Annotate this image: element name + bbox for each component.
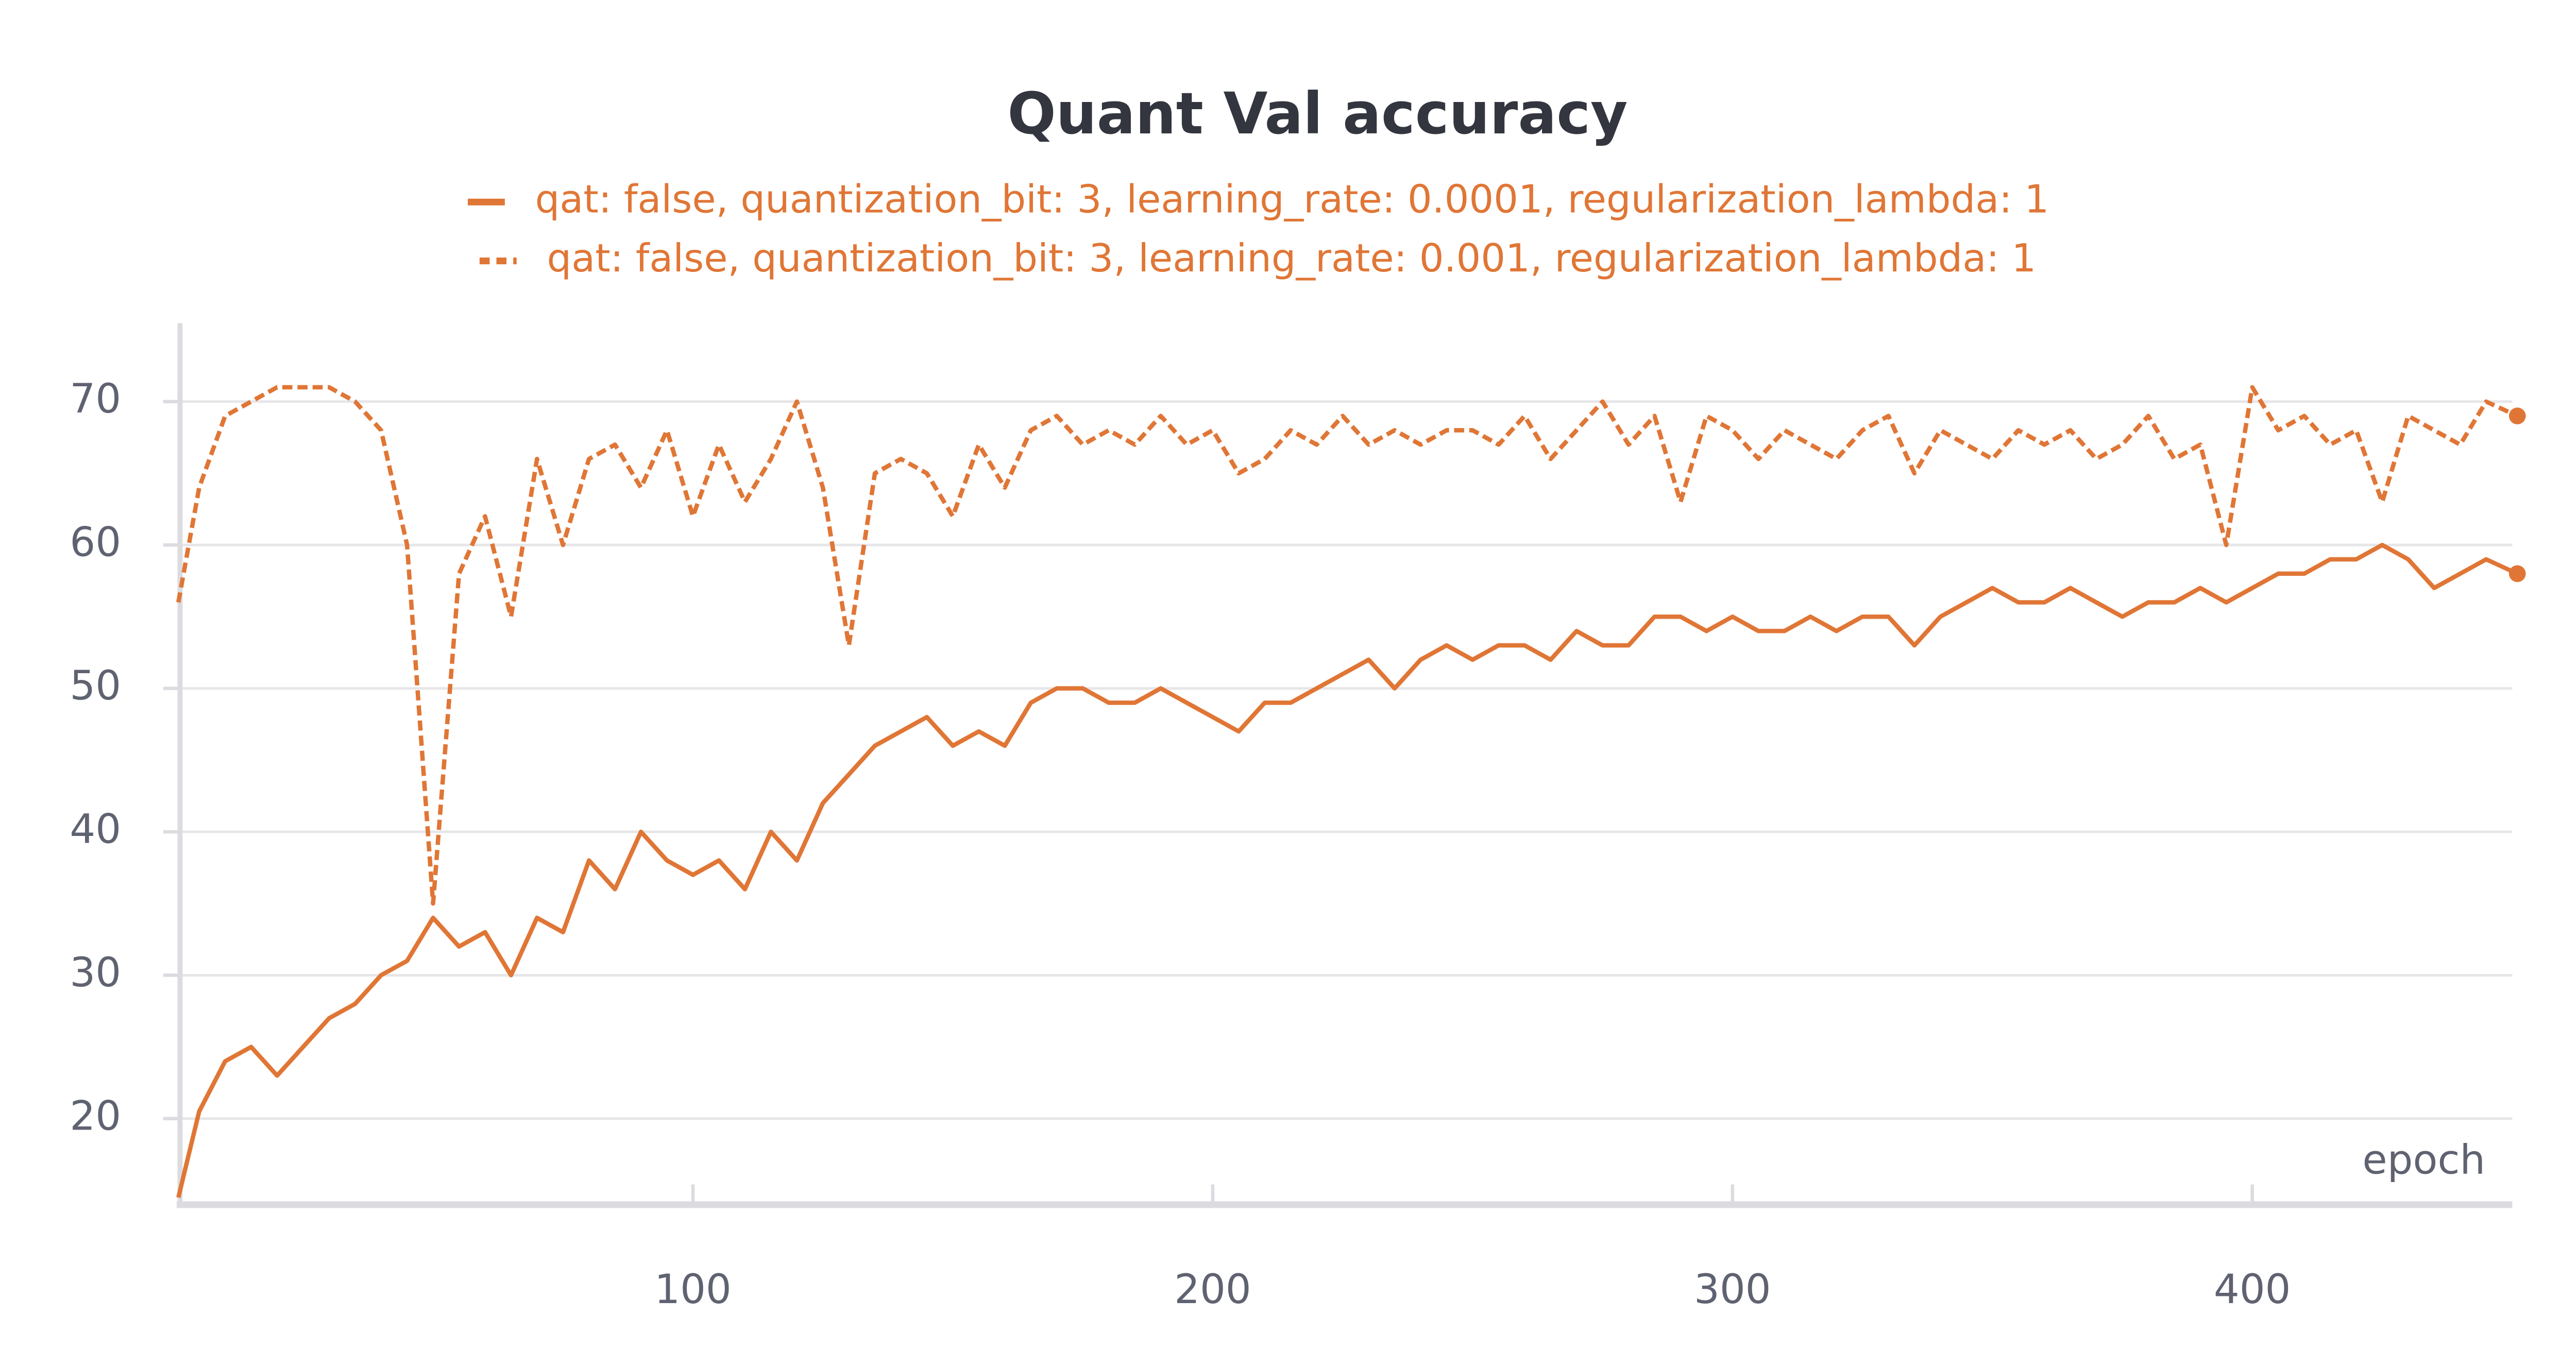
y-tick-label: 20 (70, 1092, 121, 1139)
x-axis-label: epoch (2362, 1137, 2485, 1184)
y-tick-label: 60 (70, 519, 121, 566)
y-tick-label: 30 (70, 949, 121, 996)
x-tick-label: 200 (1174, 1266, 1251, 1313)
legend-label: qat: false, quantization_bit: 3, learnin… (535, 177, 2049, 222)
chart-title: Quant Val accuracy (1007, 81, 1628, 147)
x-tick-label: 100 (654, 1266, 732, 1313)
y-tick-label: 40 (70, 806, 121, 852)
legend-label: qat: false, quantization_bit: 3, learnin… (547, 235, 2036, 281)
series-line (176, 542, 2518, 1198)
y-tick-label: 50 (70, 662, 121, 709)
series-line (176, 385, 2518, 906)
end-marker (2509, 565, 2526, 583)
x-tick-label: 400 (2214, 1266, 2291, 1313)
end-marker (2509, 407, 2526, 424)
y-tick-label: 70 (70, 375, 121, 422)
x-tick-label: 300 (1694, 1266, 1771, 1313)
